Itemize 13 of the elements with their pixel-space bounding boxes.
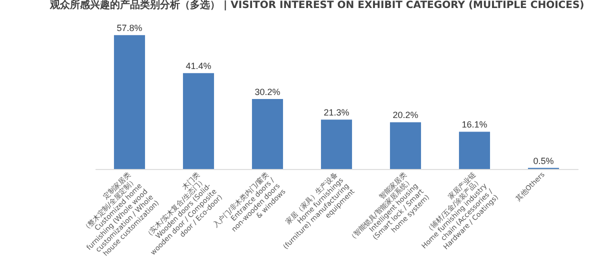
bar: [114, 35, 146, 169]
bar: [182, 73, 214, 169]
bar: [252, 99, 284, 169]
data-label: 20.2%: [392, 110, 418, 120]
data-label: 41.4%: [186, 61, 212, 72]
data-label: 0.5%: [533, 156, 554, 166]
bar: [458, 132, 490, 169]
data-label: 21.3%: [324, 108, 350, 118]
bar: [320, 120, 352, 169]
data-label: 30.2%: [254, 87, 280, 98]
bar: [390, 122, 422, 169]
data-label: 16.1%: [462, 120, 488, 130]
data-label: 57.8%: [116, 23, 142, 34]
